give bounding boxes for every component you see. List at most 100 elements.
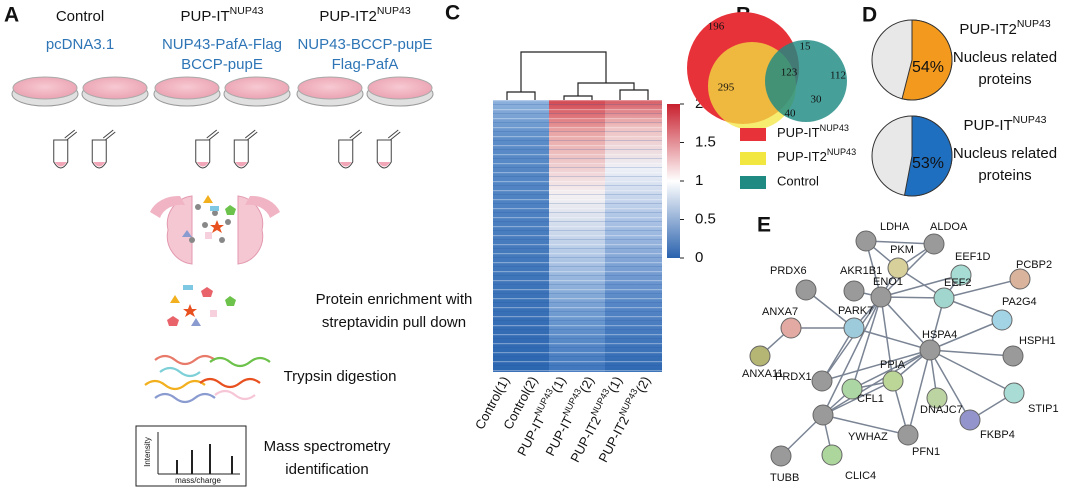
node-label: CLIC4 [845,470,876,482]
construct: BCCP-pupE [181,56,263,73]
node-label: STIP1 [1028,403,1059,415]
node-label: AKR1B1 [840,265,882,277]
network-edge [851,296,882,390]
network-node [821,444,843,466]
network-edge [822,414,909,436]
network-node [959,409,981,431]
peptides [144,354,271,404]
dish [224,76,290,100]
network-node [811,370,833,392]
network-node [1002,345,1024,367]
dish [367,76,433,100]
tube [233,139,249,169]
node-label: ENO1 [873,276,903,288]
network-node [870,286,892,308]
network-node [812,404,834,426]
step-text: Mass spectrometry [264,438,391,455]
label-sup: NUP43 [230,5,264,17]
network-node [749,345,771,367]
node-label: TUBB [770,472,799,484]
dish [12,76,78,100]
venn-circle [765,40,847,122]
enriched-proteins [167,285,236,326]
network-edge [943,278,1021,299]
column-labels: Control(1)Control(2)PUP-ITNUP43(1)PUP-IT… [472,373,654,465]
network-node [897,424,919,446]
network-node [843,317,865,339]
node-label: PCBP2 [1016,259,1052,271]
tube [235,162,248,167]
legend-swatch [740,152,766,165]
venn-counts: 196 295 123 15 112 30 40 [708,21,846,120]
tube [54,162,67,167]
pie-caption: proteins [978,167,1031,184]
label-base: PUP-IT [963,117,1012,134]
node-label: ANXA7 [762,306,798,318]
venn-count: 30 [811,94,823,106]
venn-count: 123 [781,67,798,79]
tube [195,139,211,169]
network-node [770,445,792,467]
network-node [855,230,877,252]
column-label: PUP-IT2NUP43(2) [594,373,654,465]
construct: NUP43-PafA-Flag [162,36,282,53]
pie-caption: Nucleus related [953,145,1057,162]
node-label: HSPA4 [922,329,957,341]
node-label: PPIA [880,359,906,371]
colorbar-ticks: 2 1.5 1 0.5 0 [680,95,716,266]
legend-label: PUP-ITNUP43 [777,123,849,140]
network-node [1003,382,1025,404]
node-label: EEF2 [944,277,972,289]
label-sup: NUP43 [533,387,556,418]
node-label: CFL1 [857,393,884,405]
network-edge [929,349,1014,357]
venn-count: 112 [830,70,846,82]
network-node [950,264,972,286]
panel-letter: C [445,2,460,25]
label-base: PUP-IT2 [777,149,827,164]
node-label: HSPH1 [1019,335,1056,347]
dish [154,76,220,100]
network-edge [880,296,894,382]
label-sup: NUP43 [617,387,640,418]
panel-c: C 2 1.5 1 0.5 0 Control(1)Control(2)PUP-ITNU… [445,2,716,465]
panel-letter: E [757,214,771,237]
network-edge [880,296,945,299]
network-edge [821,296,882,382]
pie-title: PUP-IT2NUP43 [959,18,1051,38]
culture-dishes [11,76,434,107]
node-label: PKM [890,244,914,256]
network-node [795,279,817,301]
node-label: YWHAZ [848,431,888,443]
network-edges [759,240,1021,457]
node-label: ANXA11 [742,368,783,380]
node-label: EEF1D [955,251,991,263]
network-edge [853,327,931,351]
node-label: FKBP4 [980,429,1015,441]
label-base: PUP-IT2 [319,8,377,25]
axis-label: Intensity [143,437,152,467]
label-suffix: (2) [633,374,654,395]
network-edge [865,240,935,245]
group-name: PUP-IT2NUP43 [319,5,411,25]
network-edge [880,296,931,351]
tube [53,139,69,169]
dendrogram [506,51,649,100]
network-edge [851,349,931,390]
tube-cap [349,129,363,141]
colorbar-tick-label: 0 [695,249,703,266]
colorbar-tick-label: 1.5 [695,133,716,150]
legend-label: Control [777,173,819,188]
network-node [841,378,863,400]
network-edge [907,349,931,436]
label-base: PUP-IT [777,125,820,140]
group-name: PUP-ITNUP43 [180,5,263,25]
tube-cap [206,129,220,141]
pie-caption: proteins [978,71,1031,88]
node-label: PA2G4 [1002,296,1037,308]
node-label: PRDX1 [775,371,812,383]
